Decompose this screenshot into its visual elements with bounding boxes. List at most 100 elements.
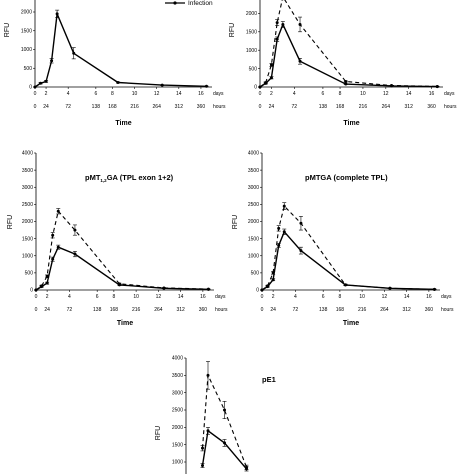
legend-label: Infection — [188, 0, 213, 7]
x-hour-tick-label: 312 — [176, 307, 185, 313]
data-point — [44, 79, 48, 83]
x-hours-unit: hours — [441, 307, 454, 313]
data-point — [282, 230, 286, 234]
x-day-tick-label: 16 — [198, 91, 204, 97]
x-day-tick-label: 4 — [68, 294, 71, 300]
data-point — [271, 278, 275, 282]
x-axis-label: Time — [343, 120, 359, 127]
y-tick-label: 2500 — [22, 202, 33, 208]
y-axis-label: RFU — [4, 23, 11, 37]
data-point — [299, 221, 303, 225]
x-hour-tick-label: 138 — [319, 104, 328, 110]
data-point — [117, 282, 121, 286]
data-point — [206, 429, 210, 433]
y-tick-label: 1000 — [22, 253, 33, 259]
x-day-tick-label: 16 — [426, 294, 432, 300]
series-line-solid — [34, 11, 207, 88]
y-axis-label: RFU — [229, 23, 236, 37]
y-tick-label: 1000 — [248, 253, 259, 259]
x-day-tick-label: 8 — [112, 294, 115, 300]
x-day-tick-label: 4 — [294, 294, 297, 300]
data-point — [160, 83, 164, 87]
y-tick-label: 2000 — [172, 425, 183, 431]
x-hour-tick-label: 0 — [35, 307, 38, 313]
x-axis-label: Time — [117, 320, 133, 327]
x-day-tick-label: 2 — [272, 294, 275, 300]
x-day-tick-label: 14 — [406, 91, 412, 97]
y-tick-label: 4000 — [22, 151, 33, 157]
x-hour-tick-label: 264 — [380, 307, 389, 313]
y-tick-label: 2000 — [246, 11, 257, 17]
y-tick-label: 1500 — [248, 236, 259, 242]
data-point — [55, 12, 59, 16]
panel-pe1: 1000 1500 2000 2500 3000 3500 4000 RFU pE1 — [155, 356, 276, 474]
x-hour-tick-label: 72 — [293, 307, 299, 313]
x-hour-tick-label: 0 — [259, 104, 262, 110]
data-point — [73, 228, 77, 232]
series-line-solid — [35, 246, 209, 291]
y-tick-label: 3500 — [22, 168, 33, 174]
x-hour-tick-label: 138 — [92, 104, 101, 110]
x-day-tick-label: 10 — [360, 91, 366, 97]
data-point — [204, 84, 208, 88]
x-day-tick-label: 12 — [383, 91, 389, 97]
x-day-tick-label: 10 — [133, 294, 139, 300]
x-day-tick-label: 4 — [67, 91, 70, 97]
series-line-solid — [201, 429, 248, 470]
panel-pmt12ga: 05001000150020002500300035004000RFU00224… — [7, 151, 228, 327]
x-day-tick-label: 6 — [322, 294, 325, 300]
data-point — [275, 21, 279, 25]
data-point — [298, 59, 302, 63]
x-hour-tick-label: 138 — [319, 307, 328, 313]
x-hour-tick-label: 72 — [65, 104, 71, 110]
x-day-tick-label: 0 — [261, 294, 264, 300]
panel-top-right: 0500100015002000RFU002244726138816810216… — [229, 0, 457, 127]
data-point — [264, 81, 268, 85]
x-hour-tick-label: 138 — [93, 307, 102, 313]
x-hour-tick-label: 360 — [199, 307, 208, 313]
y-tick-label: 0 — [256, 288, 259, 294]
y-axis-label: RFU — [232, 215, 239, 229]
y-tick-label: 2000 — [21, 10, 32, 16]
y-tick-label: 2500 — [172, 408, 183, 414]
data-point — [269, 76, 273, 80]
y-tick-label: 500 — [24, 66, 33, 72]
data-point — [162, 286, 166, 290]
data-point — [201, 463, 204, 467]
x-hour-tick-label: 360 — [197, 104, 206, 110]
x-day-tick-label: 2 — [270, 91, 273, 97]
x-hour-tick-label: 24 — [43, 104, 49, 110]
data-point — [56, 209, 60, 213]
series-line-dashed — [261, 205, 435, 291]
data-point — [245, 465, 248, 469]
legend-marker — [173, 1, 177, 5]
y-tick-label: 1500 — [172, 442, 183, 448]
y-tick-label: 3500 — [172, 373, 183, 379]
x-day-tick-label: 0 — [35, 294, 38, 300]
x-hour-tick-label: 0 — [261, 307, 264, 313]
x-day-tick-label: 2 — [46, 294, 49, 300]
x-hours-unit: hours — [444, 104, 457, 110]
x-hour-tick-label: 216 — [132, 307, 141, 313]
x-hour-tick-label: 168 — [336, 104, 345, 110]
data-point — [344, 79, 348, 83]
x-day-tick-label: 0 — [34, 91, 37, 97]
x-hours-unit: hours — [213, 104, 226, 110]
data-point — [116, 81, 120, 84]
x-day-tick-label: 6 — [96, 294, 99, 300]
data-point — [299, 249, 303, 253]
x-hour-tick-label: 0 — [34, 104, 37, 110]
data-point — [40, 284, 44, 288]
x-hour-tick-label: 264 — [153, 104, 162, 110]
data-point — [34, 288, 38, 292]
data-point — [388, 286, 392, 290]
data-point — [390, 84, 394, 88]
data-point — [266, 284, 270, 288]
data-point — [50, 59, 54, 63]
y-tick-label: 3000 — [172, 390, 183, 396]
data-point — [277, 243, 281, 247]
x-axis-label: Time — [343, 320, 359, 327]
series-line-dashed — [201, 373, 248, 468]
data-point — [282, 204, 286, 208]
